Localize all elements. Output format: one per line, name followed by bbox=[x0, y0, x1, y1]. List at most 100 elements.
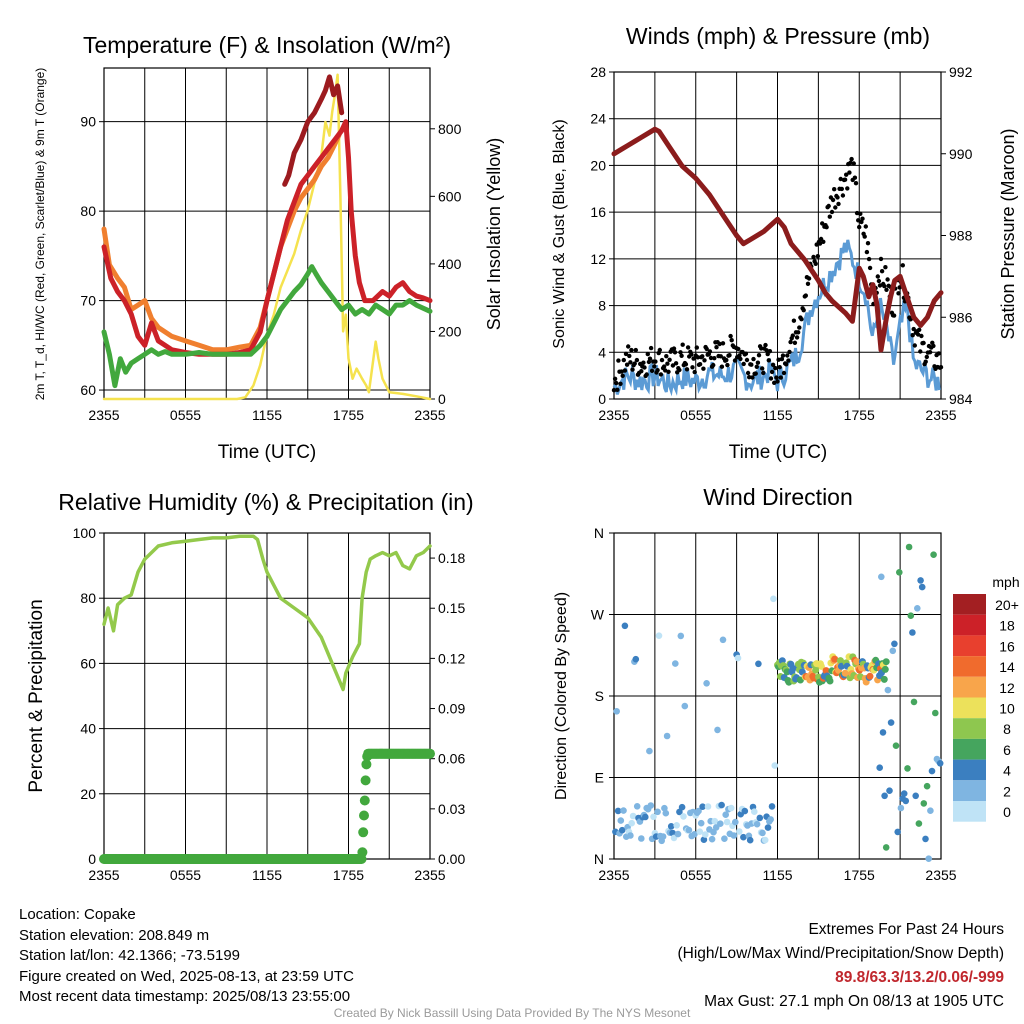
direction-point bbox=[642, 813, 649, 821]
gust-point bbox=[704, 346, 709, 352]
direction-point bbox=[704, 803, 712, 810]
gust-point bbox=[820, 221, 825, 226]
y-tick-label: 90 bbox=[80, 114, 96, 130]
gust-point bbox=[884, 287, 889, 292]
gust-point bbox=[712, 356, 717, 361]
direction-point bbox=[696, 828, 704, 835]
legend-swatch bbox=[953, 738, 986, 760]
gust-point bbox=[616, 358, 621, 363]
direction-point bbox=[881, 792, 888, 800]
y2-tick-label: 200 bbox=[438, 323, 462, 339]
gust-point bbox=[931, 343, 936, 349]
direction-point bbox=[667, 823, 675, 830]
gust-point bbox=[833, 205, 838, 210]
gust-point bbox=[885, 277, 890, 282]
gust-point bbox=[862, 234, 867, 239]
gust-point bbox=[776, 357, 781, 362]
gust-point bbox=[779, 356, 785, 362]
gust-point bbox=[744, 357, 750, 363]
gust-point bbox=[738, 356, 743, 362]
direction-point bbox=[614, 807, 622, 815]
gust-point bbox=[623, 351, 629, 357]
gust-point bbox=[836, 201, 841, 207]
direction-point bbox=[672, 660, 679, 667]
legend-label: 14 bbox=[999, 659, 1015, 675]
direction-point bbox=[770, 595, 777, 603]
direction-point bbox=[889, 647, 897, 655]
direction-point bbox=[915, 820, 923, 827]
direction-point bbox=[923, 782, 931, 790]
gust-point bbox=[835, 195, 840, 200]
direction-point bbox=[702, 831, 709, 838]
gust-point bbox=[754, 364, 759, 369]
y-tick-label: 8 bbox=[598, 298, 606, 314]
x-tick-label: 1755 bbox=[844, 407, 875, 423]
station-info: Location: Copake Station elevation: 208.… bbox=[19, 905, 354, 1008]
direction-point bbox=[918, 583, 926, 591]
extremes-legend: (High/Low/Max Wind/Precipitation/Snow De… bbox=[677, 945, 1005, 962]
gust-point bbox=[718, 354, 723, 359]
y-tick-label: 20 bbox=[80, 786, 96, 802]
direction-point bbox=[618, 826, 626, 834]
direction-point bbox=[633, 803, 641, 810]
direction-point bbox=[638, 835, 645, 842]
gust-point bbox=[708, 355, 714, 361]
y-tick-label: 70 bbox=[80, 293, 96, 309]
direction-point bbox=[914, 605, 921, 612]
direction-point bbox=[879, 729, 887, 736]
x-tick-label: 2355 bbox=[925, 407, 956, 423]
gust-point bbox=[832, 187, 837, 192]
gust-point bbox=[745, 370, 751, 376]
y-tick-label: 28 bbox=[590, 64, 606, 80]
direction-point bbox=[678, 803, 686, 811]
legend-label: 20+ bbox=[995, 597, 1019, 613]
direction-point bbox=[654, 808, 661, 816]
gust-point bbox=[826, 203, 831, 209]
gust-point bbox=[750, 375, 755, 380]
gust-point bbox=[805, 281, 811, 286]
gust-point bbox=[664, 354, 669, 359]
direction-point bbox=[718, 801, 725, 809]
gust-point bbox=[641, 360, 646, 365]
gust-point bbox=[767, 349, 773, 354]
gust-point bbox=[769, 369, 775, 375]
direction-point bbox=[756, 814, 764, 822]
direction-point bbox=[663, 732, 671, 740]
direction-point bbox=[703, 680, 710, 687]
gust-point bbox=[865, 241, 871, 246]
gust-point bbox=[648, 345, 654, 351]
y-tick-label: S bbox=[595, 688, 604, 704]
direction-point bbox=[708, 835, 716, 843]
gust-point bbox=[844, 172, 849, 177]
direction-point bbox=[930, 551, 937, 558]
direction-point bbox=[730, 832, 738, 839]
temp-2m-line bbox=[101, 119, 433, 357]
gust-point bbox=[801, 308, 806, 313]
gust-point bbox=[663, 368, 668, 373]
gust-point bbox=[866, 256, 872, 262]
gust-point bbox=[761, 370, 766, 376]
direction-point bbox=[878, 573, 885, 581]
direction-ylabel: Direction (Colored By Speed) bbox=[553, 592, 570, 800]
direction-point bbox=[831, 655, 839, 663]
gust-point bbox=[649, 368, 655, 373]
gust-point bbox=[684, 367, 690, 372]
direction-point bbox=[936, 760, 944, 767]
legend-title: mph bbox=[992, 574, 1019, 590]
gust-point bbox=[760, 366, 765, 371]
gust-point bbox=[647, 356, 653, 361]
x-tick-label: 2355 bbox=[414, 867, 445, 883]
precip-point bbox=[425, 748, 435, 759]
direction-point bbox=[912, 792, 919, 800]
direction-point bbox=[697, 819, 705, 827]
y-tick-label: 40 bbox=[80, 721, 96, 737]
temperature-title: Temperature (F) & Insolation (W/m²) bbox=[83, 32, 451, 58]
direction-point bbox=[922, 835, 929, 843]
direction-point bbox=[740, 833, 747, 841]
gust-point bbox=[645, 351, 650, 357]
gust-point bbox=[827, 214, 832, 219]
y2-tick-label: 400 bbox=[438, 256, 462, 272]
y-tick-label: W bbox=[591, 607, 605, 623]
direction-point bbox=[691, 831, 698, 838]
gust-point bbox=[863, 224, 868, 229]
